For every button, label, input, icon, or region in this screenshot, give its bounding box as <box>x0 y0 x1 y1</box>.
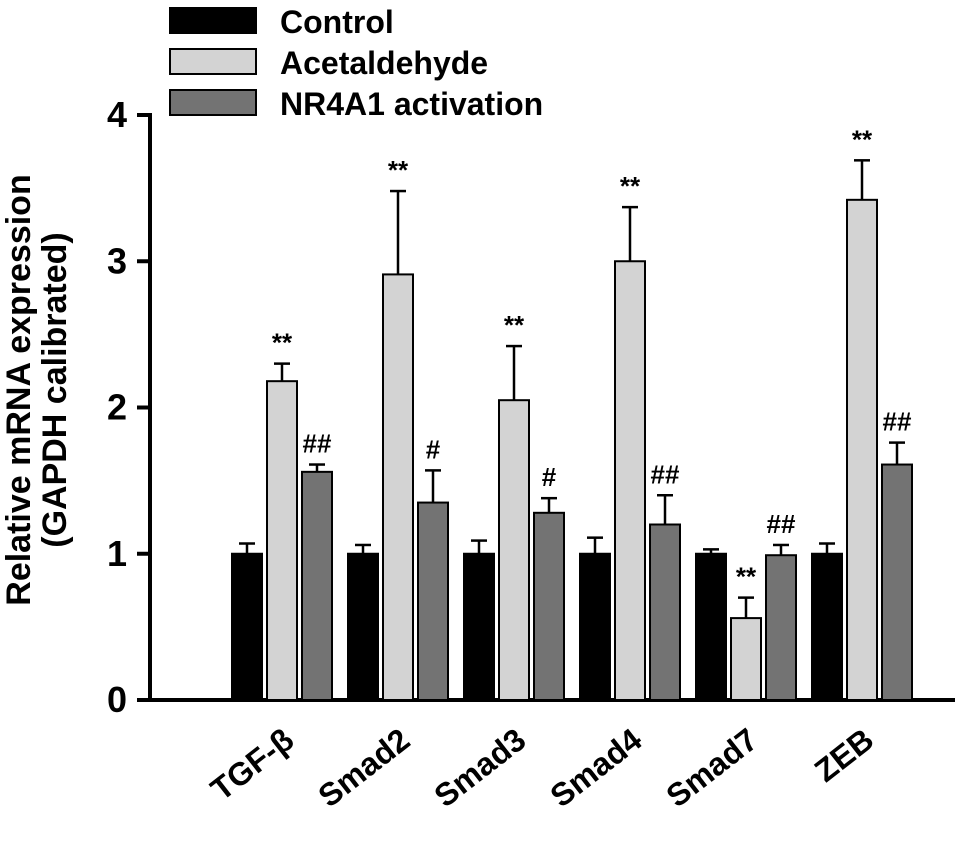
bar-control-Smad7 <box>695 552 727 701</box>
significance-label: ** <box>272 328 293 358</box>
significance-label: # <box>426 434 441 464</box>
y-axis-label-line1: Relative mRNA expression <box>0 174 38 605</box>
y-tick-label: 0 <box>107 679 127 720</box>
x-category-label: ZEB <box>808 721 881 789</box>
significance-label: # <box>542 462 557 492</box>
significance-label: ## <box>883 407 912 437</box>
x-category-label: Smad3 <box>427 721 532 814</box>
legend-label-control: Control <box>280 4 394 40</box>
y-tick-label: 2 <box>107 387 127 428</box>
legend: Control Acetaldehyde NR4A1 activation <box>169 4 543 122</box>
bar-control-Smad3 <box>463 552 495 701</box>
x-category-label: TGF-β <box>204 721 300 807</box>
bar-nr4a1-activation-Smad4 <box>649 523 681 701</box>
significance-label: ## <box>767 509 796 539</box>
x-category-label: Smad4 <box>543 721 648 814</box>
significance-label: ** <box>620 171 641 201</box>
bar-nr4a1-activation-ZEB <box>881 463 913 701</box>
significance-label: ** <box>736 562 757 592</box>
y-axis-label-line2: (GAPDH calibrated) <box>36 232 74 548</box>
significance-label: ** <box>388 155 409 185</box>
bar-control-Smad2 <box>347 552 379 701</box>
bar-acetaldehyde-Smad2 <box>382 273 414 701</box>
bar-acetaldehyde-Smad7 <box>730 617 762 701</box>
bar-acetaldehyde-ZEB <box>846 198 878 701</box>
bar-nr4a1-activation-Smad3 <box>533 511 565 701</box>
legend-swatch-nr4a1-activation <box>169 89 257 116</box>
bar-control-TGF-β <box>231 552 263 701</box>
y-tick-label: 4 <box>107 94 127 135</box>
bar-control-Smad4 <box>579 552 611 701</box>
bar-nr4a1-activation-TGF-β <box>301 470 333 701</box>
bar-acetaldehyde-Smad3 <box>498 399 530 701</box>
significance-label: ** <box>852 124 873 154</box>
bar-nr4a1-activation-Smad2 <box>417 501 449 701</box>
bar-acetaldehyde-TGF-β <box>266 380 298 701</box>
y-tick-label: 1 <box>107 533 127 574</box>
significance-label: ** <box>504 310 525 340</box>
legend-swatch-acetaldehyde <box>169 48 257 75</box>
legend-label-acetaldehyde: Acetaldehyde <box>280 45 488 81</box>
significance-label: ## <box>651 459 680 489</box>
y-tick-label: 3 <box>107 240 127 281</box>
x-category-label: Smad2 <box>311 721 416 814</box>
bar-acetaldehyde-Smad4 <box>614 260 646 701</box>
plot-area: 0 1 2 3 4 ** ## TGF-β ** # Smad2 ** # Smad3 ** ## Smad4 *… <box>107 94 955 814</box>
legend-label-nr4a1-activation: NR4A1 activation <box>280 86 543 122</box>
bar-control-ZEB <box>811 552 843 701</box>
x-category-label: Smad7 <box>659 721 764 814</box>
significance-label: ## <box>303 429 332 459</box>
bar-nr4a1-activation-Smad7 <box>765 554 797 702</box>
legend-swatch-control <box>169 7 257 34</box>
